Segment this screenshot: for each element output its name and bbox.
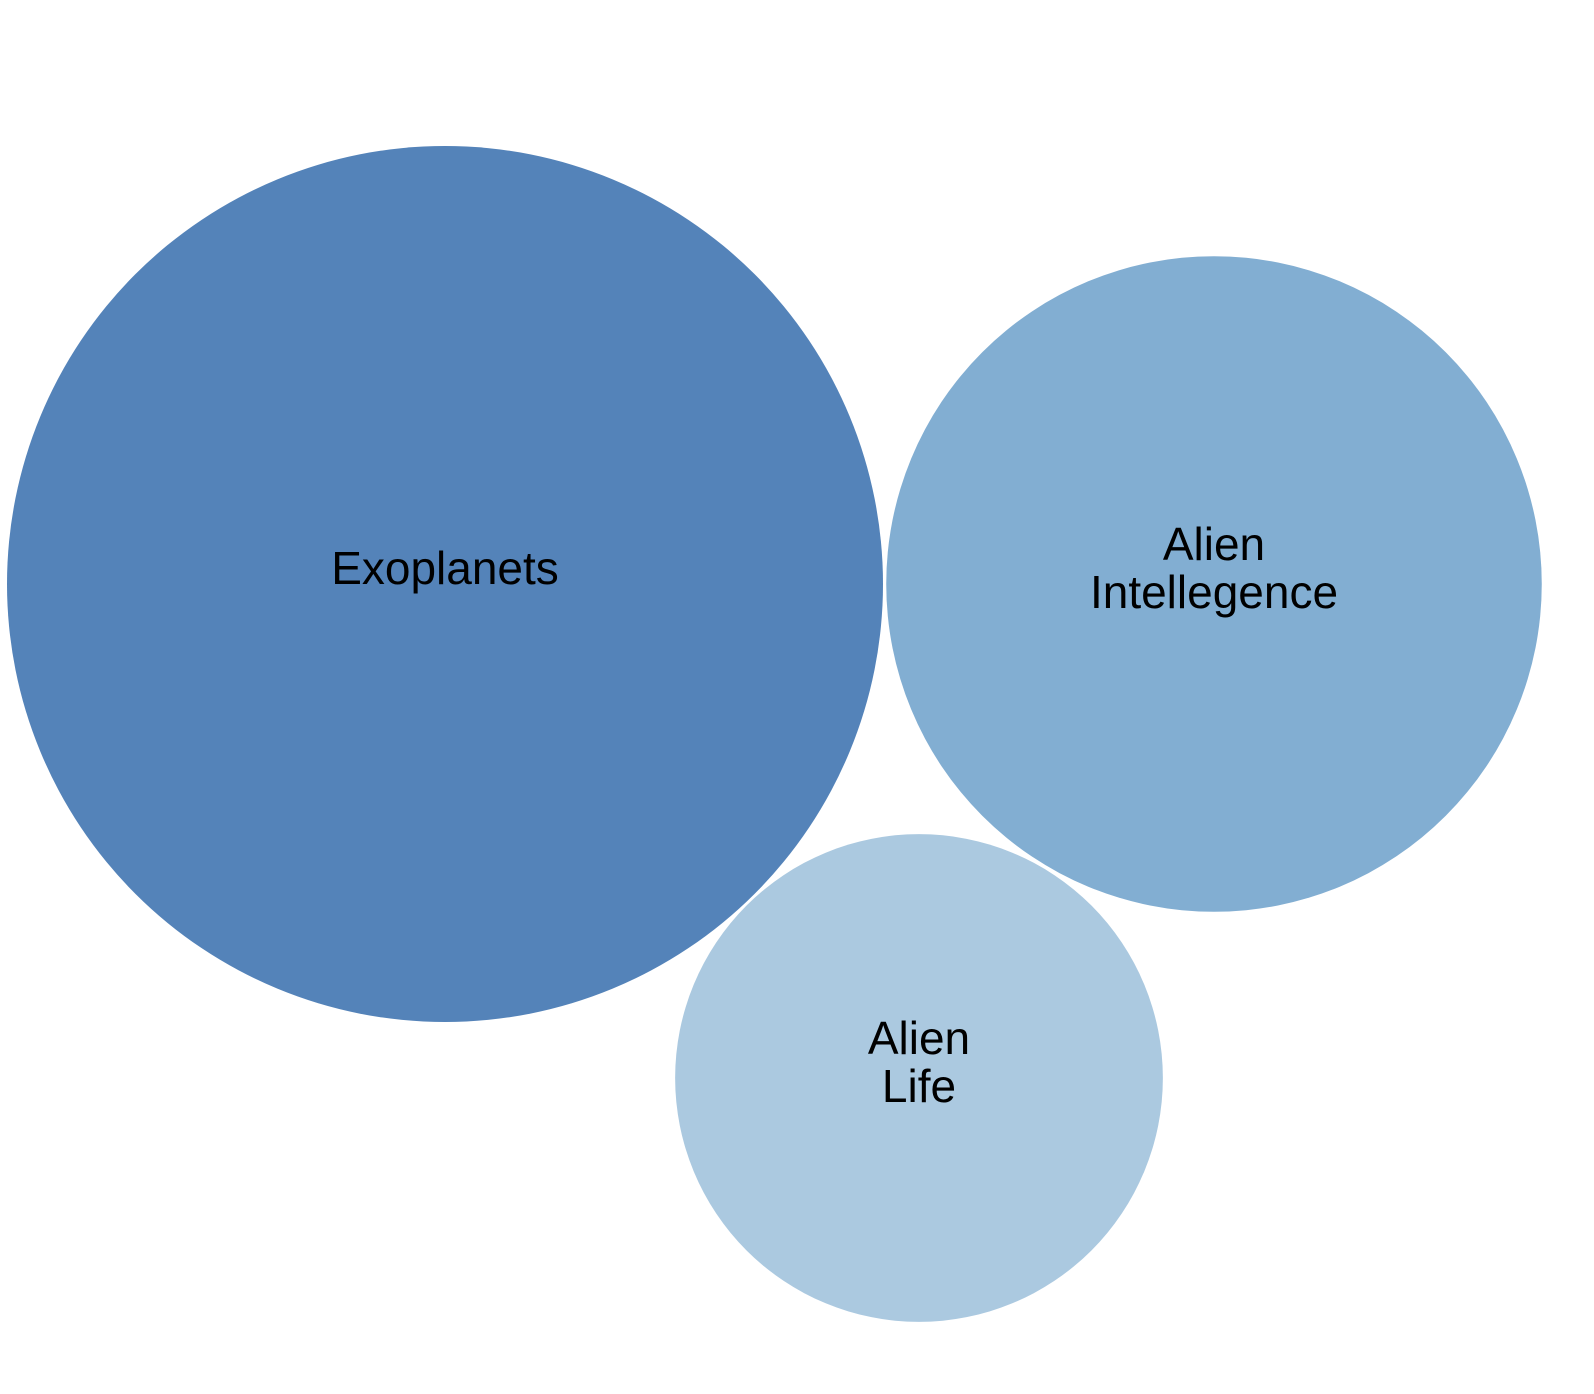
bubble-label-alien-life-line-1: Alien	[868, 1012, 970, 1064]
bubble-label-alien-intellegence-line-1: Alien	[1163, 518, 1265, 570]
bubble-label-exoplanets-line-1: Exoplanets	[331, 542, 559, 594]
bubble-label-alien-life-line-2: Life	[882, 1060, 956, 1112]
bubble-label-alien-intellegence-line-2: Intellegence	[1090, 566, 1338, 618]
bubble-alien-life	[675, 834, 1163, 1322]
bubble-alien-intellegence	[886, 256, 1542, 912]
bubble-exoplanets	[7, 146, 883, 1022]
